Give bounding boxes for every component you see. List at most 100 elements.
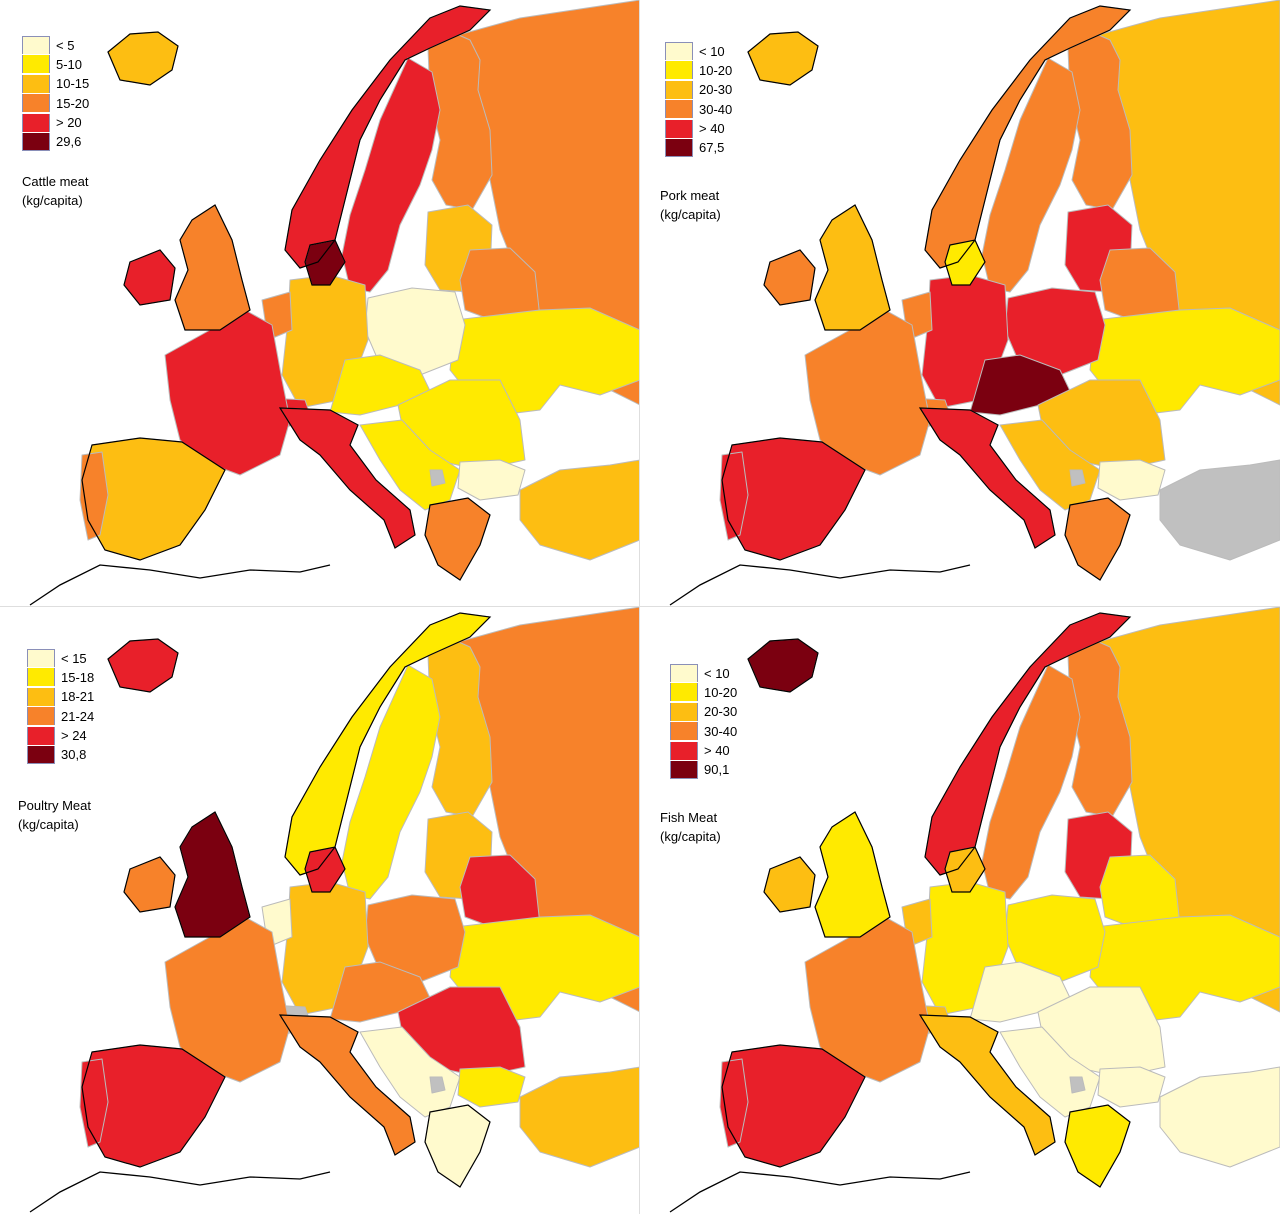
pork-map-title: Pork meat (kg/capita): [660, 186, 721, 224]
coastline-iceland: [747, 31, 819, 86]
legend-swatch: [670, 664, 698, 682]
legend-item: > 40: [670, 741, 737, 760]
legend-label: 30-40: [704, 723, 738, 739]
legend-swatch: [27, 668, 55, 687]
north-africa-coastline: [669, 1171, 971, 1213]
poultry-meat-map-panel: < 15 15-18 18-21 21-24 > 24 30,8 Poultry…: [0, 607, 640, 1214]
coastline-greece: [424, 1104, 491, 1188]
coastline-denmark: [304, 846, 346, 893]
legend-item: 30-40: [665, 100, 732, 119]
legend-item: 29,6: [22, 132, 89, 151]
region-balkans: [999, 1026, 1101, 1118]
region-poland: [1004, 894, 1106, 983]
region-sweden: [341, 664, 441, 900]
north-africa-coastline: [669, 564, 971, 606]
coastline-italy: [278, 407, 416, 549]
title-unit: (kg/capita): [22, 193, 83, 208]
coastline-iberia: [721, 437, 866, 561]
region-finland: [1067, 638, 1133, 818]
legend-item: 10-20: [670, 683, 738, 702]
legend-label: 10-20: [704, 684, 738, 700]
legend-label: > 40: [699, 121, 725, 137]
legend-label: < 10: [704, 665, 730, 681]
north-africa-coastline: [29, 1171, 331, 1213]
title-line: Poultry Meat: [18, 798, 91, 813]
legend-swatch: [22, 113, 50, 132]
legend-label: 29,6: [56, 134, 82, 150]
legend-swatch: [27, 745, 55, 764]
region-bulgaria: [457, 459, 526, 501]
legend-item: < 5: [22, 36, 89, 54]
region-nodata: [1069, 1076, 1086, 1094]
region-sweden: [981, 664, 1081, 900]
legend-swatch: [665, 138, 693, 157]
coastline-norway: [284, 5, 492, 269]
legend-item: 30,8: [27, 745, 94, 764]
region-poland: [364, 894, 466, 983]
coastline-ireland: [123, 249, 176, 306]
legend-swatch: [27, 726, 55, 745]
coastline-greece: [1064, 1104, 1131, 1188]
legend-swatch: [670, 722, 698, 741]
coastline-greece: [1064, 497, 1131, 581]
coastline-italy: [278, 1014, 416, 1156]
fish-legend: < 10 10-20 20-30 30-40 > 40 90,1: [670, 664, 737, 780]
coastline-italy: [918, 1014, 1056, 1156]
coastline-denmark: [944, 239, 986, 286]
coastline-denmark: [304, 239, 346, 286]
fish-meat-map-panel: < 10 10-20 20-30 30-40 > 40 90,1 Fish Me…: [640, 607, 1280, 1214]
fish-meat-map: [669, 607, 1280, 1213]
legend-label: 10-15: [56, 76, 90, 92]
coastline-iceland: [107, 31, 179, 86]
legend-item: 10-15: [22, 74, 90, 93]
legend-label: 20-30: [704, 704, 738, 720]
legend-label: 15-18: [61, 669, 95, 685]
legend-item: < 15: [27, 649, 94, 667]
legend-swatch: [665, 119, 693, 138]
region-finland: [427, 638, 493, 818]
legend-item: 15-18: [27, 668, 95, 687]
legend-swatch: [665, 61, 693, 80]
legend-swatch: [665, 80, 693, 99]
pork-meat-map-panel: < 10 10-20 20-30 30-40 > 40 67,5 Pork me…: [640, 0, 1280, 607]
region-poland: [1004, 287, 1106, 376]
legend-swatch: [27, 707, 55, 726]
region-greece: [424, 1104, 491, 1188]
legend-label: > 40: [704, 743, 730, 759]
legend-item: 10-20: [665, 61, 732, 80]
legend-swatch: [27, 687, 55, 706]
region-balkans: [359, 419, 461, 511]
region-bulgaria: [1097, 459, 1166, 501]
region-turkey: [1159, 459, 1280, 561]
coastline-italy: [918, 407, 1056, 549]
legend-item: 21-24: [27, 707, 94, 726]
legend-label: 5-10: [56, 56, 83, 72]
poultry-meat-map: [29, 607, 640, 1213]
legend-item: 15-20: [22, 94, 90, 113]
legend-label: < 15: [61, 650, 87, 666]
region-sweden: [341, 57, 441, 293]
region-sweden: [981, 57, 1081, 293]
vertical-divider: [639, 0, 640, 1214]
coastline-uk: [174, 204, 251, 331]
legend-label: < 5: [56, 37, 75, 53]
legend-swatch: [22, 94, 50, 113]
poultry-map-title: Poultry Meat (kg/capita): [18, 796, 91, 834]
poultry-legend: < 15 15-18 18-21 21-24 > 24 30,8: [27, 649, 94, 765]
legend-label: > 24: [61, 728, 87, 744]
cattle-legend: < 5 5-10 10-15 15-20 > 20 29,6: [22, 36, 89, 152]
coastline-iberia: [721, 1044, 866, 1168]
legend-item: 67,5: [665, 138, 732, 157]
legend-item: 20-30: [665, 80, 732, 99]
region-turkey: [519, 1066, 640, 1168]
legend-label: > 20: [56, 115, 82, 131]
legend-label: 15-20: [56, 95, 90, 111]
legend-item: < 10: [665, 42, 732, 60]
region-portugal: [79, 451, 109, 541]
coastline-ireland: [763, 249, 816, 306]
coastline-iberia: [81, 437, 226, 561]
legend-label: 90,1: [704, 762, 730, 778]
legend-swatch: [665, 42, 693, 60]
coastline-norway: [924, 612, 1132, 876]
region-greece: [1064, 497, 1131, 581]
